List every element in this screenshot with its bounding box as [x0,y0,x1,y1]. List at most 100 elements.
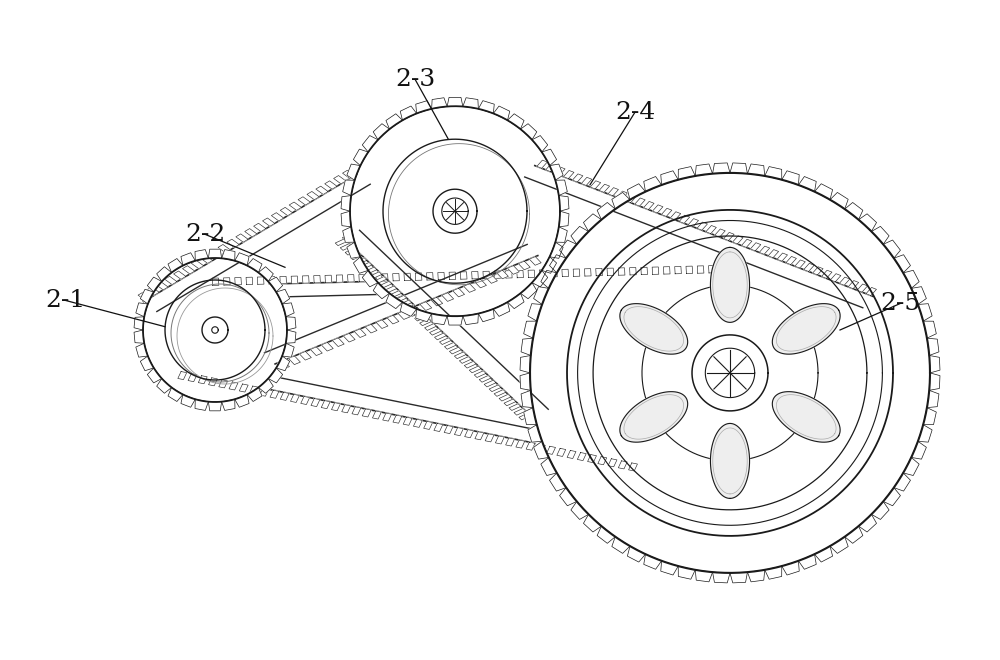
Polygon shape [583,214,601,232]
Polygon shape [641,267,647,275]
Polygon shape [550,473,566,491]
Polygon shape [508,114,524,129]
Polygon shape [383,413,392,421]
Polygon shape [321,401,330,409]
Polygon shape [334,176,346,184]
Polygon shape [195,249,208,261]
Polygon shape [918,424,932,442]
Polygon shape [282,343,294,357]
Polygon shape [537,160,547,168]
Polygon shape [168,259,183,273]
Polygon shape [765,566,782,579]
Polygon shape [560,240,577,258]
Polygon shape [365,267,377,274]
Polygon shape [608,187,618,196]
Polygon shape [181,395,195,407]
Polygon shape [260,388,269,396]
Polygon shape [697,266,704,273]
Polygon shape [845,203,863,220]
Polygon shape [768,249,779,258]
Polygon shape [496,270,508,279]
Polygon shape [336,275,343,282]
Text: 2-5: 2-5 [880,292,920,315]
Polygon shape [804,263,814,271]
Polygon shape [222,399,235,411]
Polygon shape [258,267,273,282]
Polygon shape [652,205,663,213]
Polygon shape [250,386,258,394]
Polygon shape [268,277,283,292]
Polygon shape [529,257,541,265]
Polygon shape [280,392,289,401]
Polygon shape [765,166,782,180]
Polygon shape [524,321,537,338]
Polygon shape [541,457,557,475]
Polygon shape [516,440,525,448]
Polygon shape [444,426,453,434]
Polygon shape [923,408,936,424]
Polygon shape [724,232,734,240]
Polygon shape [830,537,848,553]
Polygon shape [597,526,615,543]
Polygon shape [332,338,344,346]
Polygon shape [839,277,850,285]
Polygon shape [710,424,750,498]
Polygon shape [174,271,186,279]
Polygon shape [479,376,491,382]
Polygon shape [528,270,535,277]
Polygon shape [894,473,910,491]
Polygon shape [620,304,688,354]
Polygon shape [499,394,511,401]
Polygon shape [395,296,407,302]
Polygon shape [929,373,940,390]
Polygon shape [420,319,431,325]
Polygon shape [286,330,296,343]
Polygon shape [518,261,530,270]
Polygon shape [325,181,337,189]
Polygon shape [362,135,378,152]
Polygon shape [299,351,311,360]
Polygon shape [222,249,235,261]
Polygon shape [493,106,510,120]
Polygon shape [546,164,556,172]
Polygon shape [675,267,681,274]
Polygon shape [782,561,799,575]
Polygon shape [772,391,840,442]
Polygon shape [314,275,320,283]
Polygon shape [449,347,461,354]
Polygon shape [134,330,144,343]
Polygon shape [597,203,615,220]
Polygon shape [424,421,433,430]
Polygon shape [302,276,309,283]
Polygon shape [223,278,230,285]
Polygon shape [459,356,471,364]
Polygon shape [157,378,172,393]
Polygon shape [830,274,841,282]
Polygon shape [710,248,750,322]
Polygon shape [577,453,586,461]
Polygon shape [432,314,447,325]
Polygon shape [542,257,557,273]
Polygon shape [208,402,222,411]
Polygon shape [420,302,432,310]
Polygon shape [386,293,402,309]
Polygon shape [620,391,688,442]
Polygon shape [713,572,730,583]
Polygon shape [571,502,589,519]
Polygon shape [219,379,228,388]
Polygon shape [449,272,456,279]
Polygon shape [311,399,320,407]
Polygon shape [413,419,422,428]
Polygon shape [798,554,816,570]
Polygon shape [871,502,889,519]
Polygon shape [596,269,602,276]
Polygon shape [678,566,695,579]
Polygon shape [759,246,770,254]
Polygon shape [903,271,919,288]
Polygon shape [474,371,486,378]
Text: 2-3: 2-3 [395,68,435,90]
Polygon shape [235,395,249,407]
Polygon shape [848,280,859,288]
Polygon shape [472,271,478,279]
Polygon shape [310,347,322,356]
